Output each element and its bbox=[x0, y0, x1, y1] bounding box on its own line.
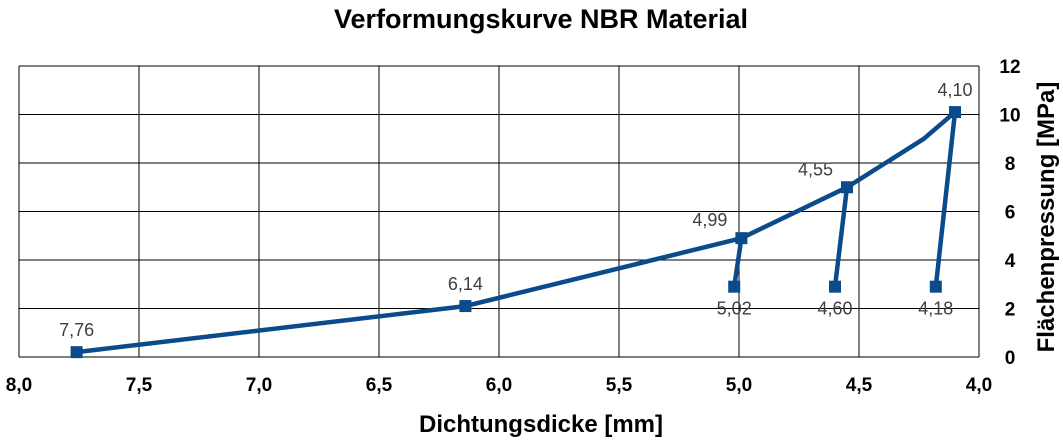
data-point-marker bbox=[70, 346, 83, 359]
data-markers bbox=[70, 106, 961, 359]
loading-curve-line bbox=[74, 109, 958, 355]
data-point-marker bbox=[459, 300, 472, 313]
x-tick-label: 4,5 bbox=[846, 375, 873, 396]
unloading-line bbox=[832, 185, 850, 289]
unloading-line bbox=[731, 235, 744, 289]
x-tick-label: 7,0 bbox=[246, 375, 272, 396]
data-label: 6,14 bbox=[448, 274, 483, 294]
y-tick-label: 8 bbox=[1005, 154, 1016, 175]
y-tick-label: 6 bbox=[1005, 203, 1016, 224]
data-label: 4,99 bbox=[692, 210, 727, 230]
data-label: 4,10 bbox=[937, 80, 972, 100]
x-tick-label: 7,5 bbox=[126, 375, 153, 396]
y-tick-label: 4 bbox=[1005, 251, 1016, 272]
x-tick-label: 6,0 bbox=[486, 375, 512, 396]
y-tick-labels: 0 2 4 6 8 10 12 bbox=[999, 57, 1020, 369]
x-tick-labels: 8,0 7,5 7,0 6,5 6,0 5,5 5,0 4,5 4,0 bbox=[6, 375, 992, 396]
chart-title: Verformungskurve NBR Material bbox=[334, 4, 748, 34]
data-label: 4,60 bbox=[817, 299, 852, 319]
y-tick-label: 12 bbox=[999, 57, 1020, 78]
data-label: 4,55 bbox=[798, 159, 833, 179]
data-point-marker bbox=[728, 280, 741, 293]
data-label: 5,02 bbox=[717, 299, 752, 319]
unloading-line bbox=[933, 109, 958, 289]
plot-grid bbox=[18, 65, 980, 358]
data-label: 4,18 bbox=[918, 299, 953, 319]
x-tick-label: 8,0 bbox=[6, 375, 32, 396]
data-point-marker bbox=[841, 181, 853, 194]
data-point-marker bbox=[829, 280, 841, 293]
x-tick-label: 4,0 bbox=[966, 375, 992, 396]
x-tick-label: 5,0 bbox=[726, 375, 752, 396]
data-point-marker bbox=[735, 232, 748, 245]
data-label: 7,76 bbox=[59, 320, 94, 340]
x-tick-label: 5,5 bbox=[606, 375, 633, 396]
series-lines bbox=[74, 109, 958, 355]
x-axis-title: Dichtungsdicke [mm] bbox=[419, 411, 663, 438]
data-point-marker bbox=[929, 280, 942, 293]
y-axis-title: Flächenpressung [MPa] bbox=[1033, 82, 1060, 353]
y-tick-label: 10 bbox=[999, 106, 1020, 127]
y-tick-label: 2 bbox=[1005, 300, 1016, 321]
data-point-marker bbox=[949, 106, 961, 119]
data-labels: 7,76 6,14 4,99 4,55 4,10 5,02 4,60 4,18 bbox=[59, 80, 972, 340]
x-tick-label: 6,5 bbox=[366, 375, 393, 396]
y-tick-label: 0 bbox=[1005, 348, 1016, 369]
